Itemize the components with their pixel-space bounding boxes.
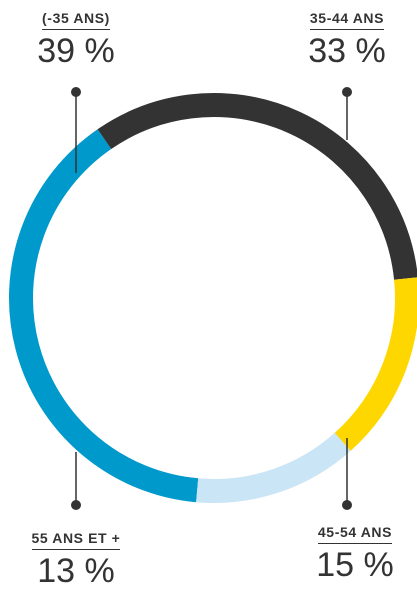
- category-label-under-35: (-35 ANS): [42, 10, 110, 30]
- slice-35-44: [97, 93, 417, 280]
- category-label-55-plus: 55 ANS ET +: [31, 530, 121, 550]
- label-55-plus: 55 ANS ET + 13 %: [14, 530, 138, 591]
- category-label-35-44: 35-44 ANS: [309, 10, 385, 30]
- label-45-54: 45-54 ANS 15 %: [300, 524, 410, 585]
- leader-dot-55-plus: [71, 500, 81, 510]
- value-label-45-54: 15 %: [316, 546, 394, 584]
- category-label-45-54: 45-54 ANS: [317, 524, 393, 544]
- value-label-55-plus: 13 %: [37, 552, 115, 590]
- leader-35-44: [342, 87, 352, 140]
- leader-dot-35-44: [342, 87, 352, 97]
- slice-under-35: [9, 129, 199, 503]
- label-under-35: (-35 ANS) 39 %: [26, 10, 126, 71]
- leader-dot-45-54: [342, 500, 352, 510]
- leader-55-plus: [71, 452, 81, 510]
- slice-45-54: [334, 277, 417, 451]
- label-35-44: 35-44 ANS 33 %: [295, 10, 399, 71]
- leader-45-54: [342, 438, 352, 510]
- leader-under-35: [71, 87, 81, 173]
- slice-55-plus: [196, 432, 351, 503]
- leader-dot-under-35: [71, 87, 81, 97]
- value-label-under-35: 39 %: [37, 32, 115, 70]
- value-label-35-44: 33 %: [308, 32, 386, 70]
